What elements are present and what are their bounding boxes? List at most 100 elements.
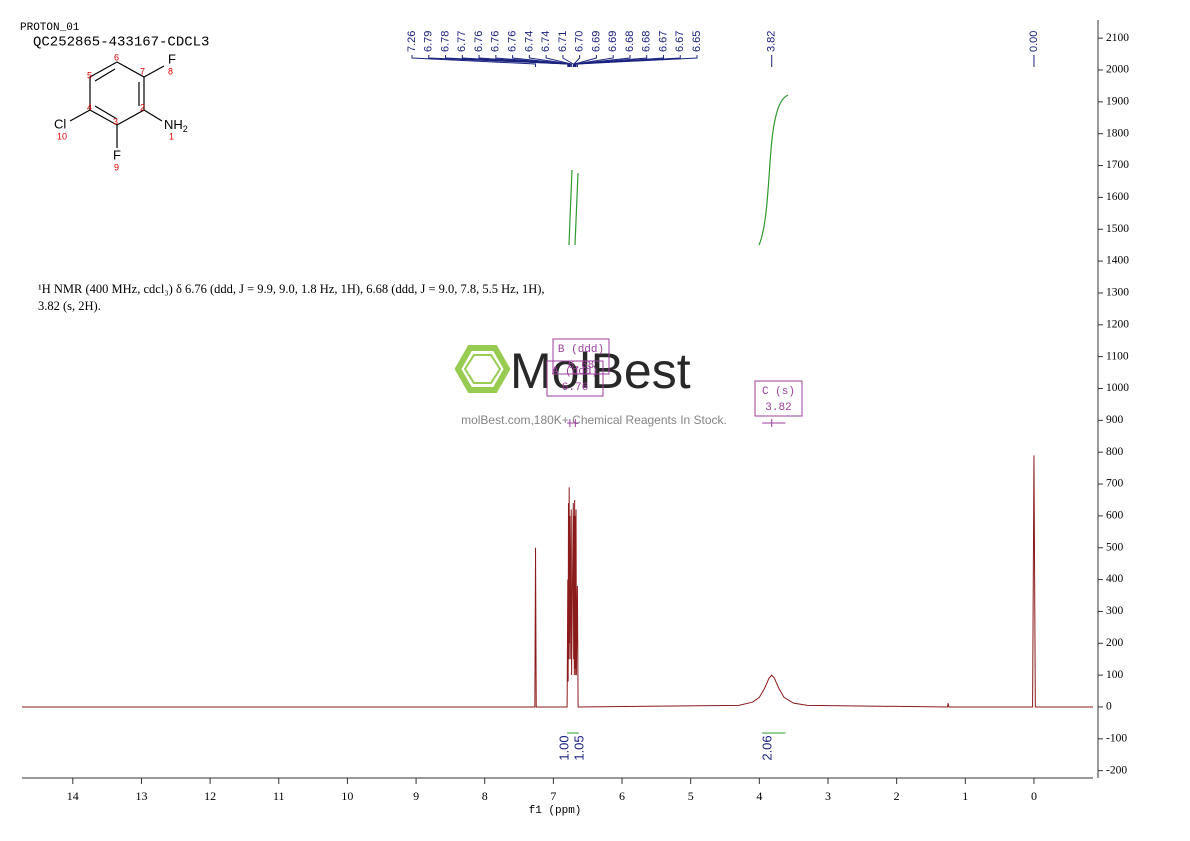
spectrum-line — [22, 455, 1093, 708]
y-tick-label: 1300 — [1106, 287, 1129, 299]
integration-curve — [574, 172, 579, 246]
x-axis-label: f1 (ppm) — [529, 805, 582, 817]
multiplet-name: C (s) — [762, 386, 795, 398]
y-tick-label: 1900 — [1106, 95, 1129, 107]
peak-label: 6.69 — [590, 31, 602, 52]
integration-curve — [758, 94, 789, 246]
peak-label: 6.76 — [506, 31, 518, 52]
bond — [143, 109, 163, 122]
y-tick-label: 2000 — [1106, 64, 1129, 76]
y-tick-label: 1500 — [1106, 223, 1129, 235]
atom-number: 6 — [114, 52, 119, 62]
y-tick-label: 1400 — [1106, 255, 1129, 267]
watermark-logo — [463, 354, 502, 384]
watermark-brand: MolBest — [510, 343, 691, 399]
integral-label: 1.05 — [571, 735, 586, 760]
multiplet-name: A (ddd) — [552, 366, 598, 378]
x-tick-label: 14 — [67, 789, 79, 803]
x-tick-label: 13 — [135, 789, 147, 803]
peak-label: 6.69 — [607, 31, 619, 52]
y-tick-label: 2100 — [1106, 32, 1129, 44]
atom: NH2 — [164, 117, 188, 134]
peak-connector — [461, 55, 570, 67]
y-tick-label: 1200 — [1106, 318, 1129, 330]
atom: Cl — [54, 116, 66, 131]
x-tick-label: 5 — [688, 789, 694, 803]
x-tick-label: 1 — [962, 789, 968, 803]
y-tick-label: 200 — [1106, 637, 1124, 649]
integral-label: 1.00 — [556, 735, 571, 760]
bond — [143, 65, 165, 78]
atom-number: 8 — [168, 66, 173, 76]
peak-connector — [576, 55, 698, 67]
peak-label: 6.77 — [456, 31, 468, 52]
atom-subscript: 2 — [183, 124, 188, 134]
x-tick-label: 8 — [482, 789, 488, 803]
peak-connector — [512, 55, 571, 67]
peak-label: 6.76 — [473, 31, 485, 52]
atom-number: 9 — [114, 162, 119, 172]
description-line: ¹H NMR (400 MHz, cdcl₃) δ 6.76 (ddd, J =… — [38, 282, 545, 296]
multiplet-shift: 3.82 — [765, 402, 791, 414]
y-tick-label: 600 — [1106, 510, 1124, 522]
y-tick-label: 1600 — [1106, 191, 1129, 203]
integration-curves — [568, 94, 789, 246]
y-tick-label: -200 — [1106, 764, 1127, 776]
peak-connector — [574, 55, 648, 67]
y-tick-label: 1000 — [1106, 382, 1129, 394]
molecule — [69, 61, 165, 148]
x-tick-label: 2 — [894, 789, 900, 803]
integration-curve — [568, 169, 573, 246]
x-tick-label: 9 — [413, 789, 419, 803]
y-tick-label: 0 — [1106, 701, 1112, 713]
y-tick-label: 1100 — [1106, 350, 1129, 362]
y-tick-label: 500 — [1106, 541, 1124, 553]
multiplet-box — [552, 338, 610, 375]
atom-number: 2 — [140, 102, 145, 112]
y-tick-label: -100 — [1106, 732, 1127, 744]
atom-number: 1 — [169, 131, 174, 141]
atom: F — [168, 51, 176, 66]
atom-number: 10 — [57, 131, 67, 141]
x-tick-label: 0 — [1031, 789, 1037, 803]
multiplet-box — [546, 360, 604, 397]
atom-labels: F 8 NH2 1 Cl 10 F 9 6 7 2 3 4 5 — [54, 51, 188, 172]
peak-label: 6.68 — [641, 31, 653, 52]
peak-label: 6.70 — [574, 31, 586, 52]
peak-label: 3.82 — [766, 31, 778, 52]
atom-number: 5 — [87, 70, 92, 80]
watermark-logo — [454, 345, 511, 393]
peak-label: 6.68 — [624, 31, 636, 52]
peak-label: 6.79 — [423, 31, 435, 52]
y-tick-label: 700 — [1106, 478, 1124, 490]
peak-label: 6.78 — [439, 31, 451, 52]
peak-connector — [574, 55, 614, 67]
peak-label: 7.26 — [406, 31, 418, 52]
y-tick-label: 100 — [1106, 669, 1124, 681]
peak-label: 6.67 — [674, 31, 686, 52]
double-bond — [94, 68, 116, 82]
x-tick-label: 4 — [756, 789, 762, 803]
watermark-tagline: molBest.com,180K+ Chemical Reagents In S… — [461, 413, 727, 427]
x-tick-label: 7 — [550, 789, 556, 803]
atom-number: 7 — [140, 66, 145, 76]
peak-connector — [545, 55, 572, 67]
atom: F — [113, 147, 121, 162]
peak-label: 6.74 — [540, 31, 552, 52]
x-tick-label: 6 — [619, 789, 625, 803]
peak-label: 0.00 — [1028, 31, 1040, 52]
peak-label: 6.65 — [691, 31, 703, 52]
y-tick-label: 1800 — [1106, 127, 1129, 139]
double-bond — [94, 105, 118, 120]
peak-connector — [411, 55, 537, 67]
peak-label: 6.67 — [657, 31, 669, 52]
experiment-name: PROTON_01 — [20, 22, 80, 34]
peak-connector — [562, 55, 574, 67]
x-tick-label: 11 — [273, 789, 285, 803]
atom-symbol: NH — [164, 117, 183, 132]
y-tick-label: 800 — [1106, 446, 1124, 458]
x-tick-label: 10 — [341, 789, 353, 803]
sample-name: QC252865-433167-CDCL3 — [33, 35, 209, 51]
x-tick-label: 3 — [825, 789, 831, 803]
